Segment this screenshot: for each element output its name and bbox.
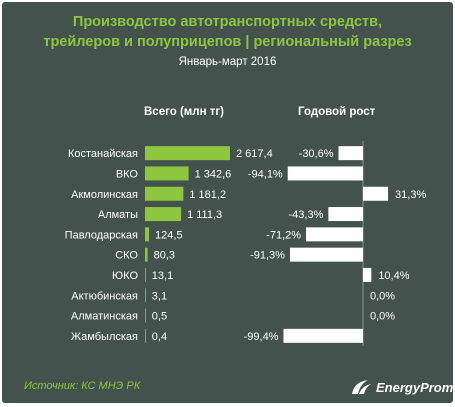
chart-subtitle: Январь-март 2016: [178, 56, 277, 68]
chart-frame: Производство автотранспортных средств, т…: [2, 2, 453, 403]
total-bar: [145, 267, 146, 282]
total-value-label: 1 342,6: [195, 168, 232, 180]
growth-bar: [328, 207, 363, 222]
growth-bar: [363, 186, 389, 201]
category-label: Актюбинская: [71, 290, 138, 302]
growth-bar: [289, 247, 363, 262]
title-line-2: трейлеров и полуприцепов | региональный …: [43, 34, 412, 50]
category-label: Алматы: [98, 209, 138, 221]
total-bar: [145, 227, 150, 242]
logo-text: EnergyProm: [376, 379, 453, 395]
category-label: Жамбылская: [71, 331, 138, 343]
chart-title: Производство автотранспортных средств, т…: [2, 12, 453, 52]
category-label: Акмолинская: [71, 189, 138, 201]
total-value-label: 13,1: [152, 270, 173, 282]
growth-value-label: -43,3%: [289, 209, 324, 221]
total-bar: [145, 308, 146, 323]
growth-bar: [363, 267, 372, 282]
growth-value-label: -91,3%: [250, 250, 285, 262]
logo-icon: [352, 380, 371, 394]
total-bar: [145, 186, 184, 201]
growth-bar: [306, 227, 363, 242]
source-note: Источник: КС МНЭ РК: [24, 380, 141, 392]
total-value-label: 124,5: [155, 229, 183, 241]
total-bar: [145, 328, 146, 343]
category-label: ЮКО: [112, 270, 138, 282]
total-bar: [145, 207, 182, 222]
total-value-label: 0,4: [152, 331, 167, 343]
bar-chart: Костанайская 2 617,4 -30,6% ВКО 1 342,6 -94,1…: [65, 141, 426, 346]
growth-value-label: -99,4%: [244, 331, 279, 343]
total-value-label: 3,1: [152, 290, 167, 302]
growth-value-label: 0,0%: [370, 290, 395, 302]
growth-value-label: -30,6%: [299, 148, 334, 160]
header-growth: Годовой рост: [298, 106, 376, 118]
total-bar: [145, 288, 146, 303]
total-bar: [145, 146, 230, 161]
total-value-label: 80,3: [154, 250, 175, 262]
category-label: Алматинская: [71, 311, 138, 323]
total-bar: [145, 166, 189, 181]
category-label: СКО: [115, 250, 138, 262]
total-value-label: 1 181,2: [189, 189, 226, 201]
header-total: Всего (млн тг): [144, 106, 224, 118]
title-line-1: Производство автотранспортных средств,: [72, 14, 383, 30]
growth-bar: [283, 328, 363, 343]
growth-value-label: -94,1%: [248, 168, 283, 180]
category-label: Костанайская: [68, 148, 138, 160]
total-value-label: 0,5: [152, 311, 167, 323]
logo: EnergyProm: [350, 378, 453, 396]
category-label: ВКО: [116, 168, 139, 180]
growth-bar: [287, 166, 363, 181]
growth-value-label: 0,0%: [370, 311, 395, 323]
growth-value-label: -71,2%: [266, 229, 301, 241]
growth-value-label: 10,4%: [378, 270, 409, 282]
total-bar: [145, 247, 148, 262]
total-value-label: 2 617,4: [236, 148, 273, 160]
growth-value-label: 31,3%: [395, 189, 426, 201]
growth-bar: [338, 146, 363, 161]
total-value-label: 1 111,3: [187, 209, 222, 221]
category-label: Павлодарская: [65, 229, 138, 241]
